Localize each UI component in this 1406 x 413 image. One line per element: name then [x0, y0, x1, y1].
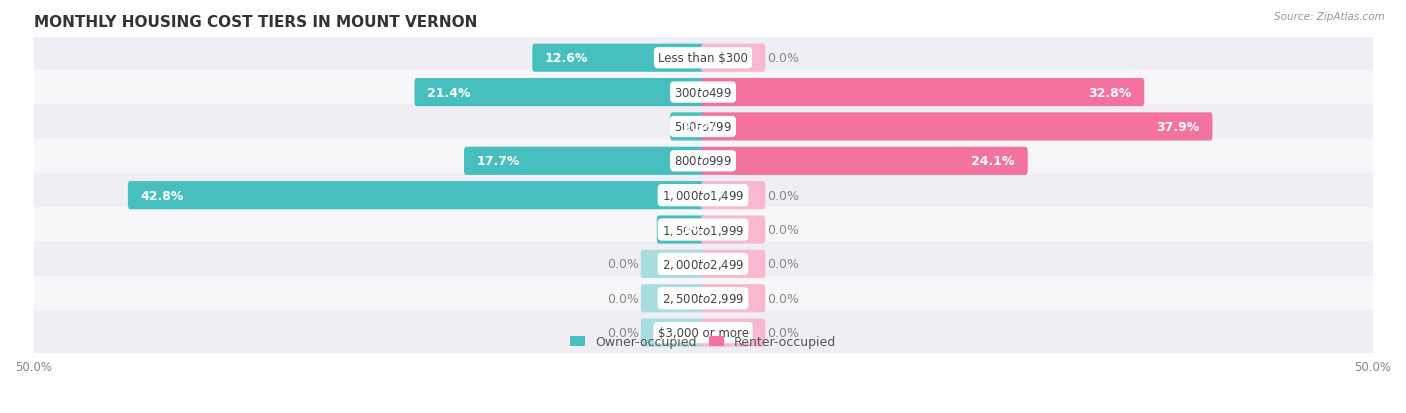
Text: $3,000 or more: $3,000 or more — [658, 326, 748, 339]
FancyBboxPatch shape — [702, 79, 1144, 107]
Text: 0.0%: 0.0% — [607, 292, 638, 305]
Text: 0.0%: 0.0% — [607, 326, 638, 339]
FancyBboxPatch shape — [25, 71, 1381, 115]
Text: 0.0%: 0.0% — [768, 189, 799, 202]
Text: 21.4%: 21.4% — [427, 86, 471, 100]
Text: 37.9%: 37.9% — [1157, 121, 1199, 134]
Text: 0.0%: 0.0% — [607, 258, 638, 271]
FancyBboxPatch shape — [25, 139, 1381, 184]
Text: 17.7%: 17.7% — [477, 155, 520, 168]
Text: MONTHLY HOUSING COST TIERS IN MOUNT VERNON: MONTHLY HOUSING COST TIERS IN MOUNT VERN… — [34, 15, 477, 30]
FancyBboxPatch shape — [702, 285, 765, 313]
FancyBboxPatch shape — [415, 79, 704, 107]
FancyBboxPatch shape — [128, 182, 704, 210]
FancyBboxPatch shape — [702, 182, 765, 210]
Text: $2,500 to $2,999: $2,500 to $2,999 — [662, 292, 744, 306]
Text: 0.0%: 0.0% — [768, 223, 799, 237]
Text: 0.0%: 0.0% — [768, 258, 799, 271]
Text: 32.8%: 32.8% — [1088, 86, 1132, 100]
Text: $1,500 to $1,999: $1,500 to $1,999 — [662, 223, 744, 237]
FancyBboxPatch shape — [702, 319, 765, 347]
Text: 24.1%: 24.1% — [972, 155, 1015, 168]
FancyBboxPatch shape — [702, 113, 1212, 141]
FancyBboxPatch shape — [25, 208, 1381, 252]
FancyBboxPatch shape — [657, 216, 704, 244]
Text: Source: ZipAtlas.com: Source: ZipAtlas.com — [1274, 12, 1385, 22]
Text: $300 to $499: $300 to $499 — [673, 86, 733, 100]
Text: 42.8%: 42.8% — [141, 189, 184, 202]
FancyBboxPatch shape — [464, 147, 704, 176]
Legend: Owner-occupied, Renter-occupied: Owner-occupied, Renter-occupied — [565, 330, 841, 354]
Text: $1,000 to $1,499: $1,000 to $1,499 — [662, 189, 744, 203]
Text: 12.6%: 12.6% — [546, 52, 588, 65]
FancyBboxPatch shape — [25, 173, 1381, 218]
FancyBboxPatch shape — [702, 216, 765, 244]
FancyBboxPatch shape — [702, 45, 765, 73]
Text: 0.0%: 0.0% — [768, 326, 799, 339]
FancyBboxPatch shape — [533, 45, 704, 73]
FancyBboxPatch shape — [702, 250, 765, 278]
Text: $2,000 to $2,499: $2,000 to $2,499 — [662, 257, 744, 271]
FancyBboxPatch shape — [25, 276, 1381, 321]
FancyBboxPatch shape — [25, 36, 1381, 81]
FancyBboxPatch shape — [671, 113, 704, 141]
Text: $800 to $999: $800 to $999 — [673, 155, 733, 168]
Text: $500 to $799: $500 to $799 — [673, 121, 733, 134]
FancyBboxPatch shape — [702, 147, 1028, 176]
FancyBboxPatch shape — [641, 250, 704, 278]
Text: 0.0%: 0.0% — [768, 52, 799, 65]
FancyBboxPatch shape — [25, 242, 1381, 287]
Text: 0.0%: 0.0% — [768, 292, 799, 305]
FancyBboxPatch shape — [25, 105, 1381, 150]
Text: 3.3%: 3.3% — [669, 223, 704, 237]
Text: 2.3%: 2.3% — [683, 121, 717, 134]
Text: Less than $300: Less than $300 — [658, 52, 748, 65]
FancyBboxPatch shape — [641, 319, 704, 347]
FancyBboxPatch shape — [641, 285, 704, 313]
FancyBboxPatch shape — [25, 311, 1381, 355]
